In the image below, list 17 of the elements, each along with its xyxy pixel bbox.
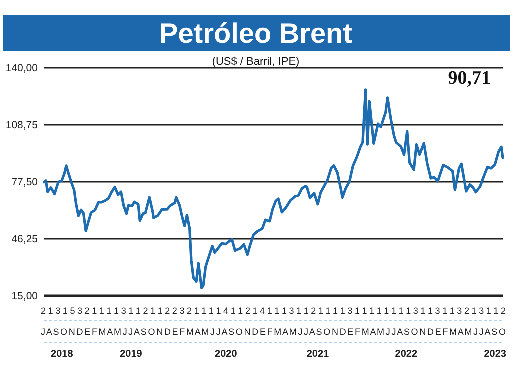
y-tick-label: 46,25 [12, 234, 38, 246]
text: 2 1 3 1 5 3 2 1 1 1 1 3 1 1 2 1 1 2 2 3 2 1 1 1 1 4 1 1 2 1 4 1 1 1 3 1 1 2 1 1 1 1 3 1 1 1 1 1 1 1 1 3 1 1 3 1 1 3 2 1 3 1 1 2 [41, 306, 506, 316]
x-tick-label: 2020 [215, 349, 238, 360]
chart-subtitle: (US$ / Barril, IPE) [212, 56, 300, 68]
x-tick-label: 2022 [395, 349, 418, 360]
y-tick-label: 108,75 [6, 120, 38, 132]
text: J A S O N D E F M A M J J A S O N D E F M A M J J A S O N D E F M A M J J A S O N D E F M A M J J A S O N D E F M A M J J A S O [41, 327, 506, 337]
x-tick-label: 2018 [51, 349, 74, 360]
x-tick-label: 2021 [306, 349, 330, 360]
x-tick-label: 2019 [120, 349, 143, 360]
y-tick-label: 15,00 [12, 290, 38, 303]
annotation: 90,71 [448, 68, 491, 89]
x-tick-label: 2023 [484, 349, 507, 360]
line-series [42, 88, 504, 290]
y-tick-label: 77,50 [12, 176, 38, 189]
chart-title: Petróleo Brent [160, 18, 352, 49]
y-tick-label: 140,00 [6, 62, 38, 75]
